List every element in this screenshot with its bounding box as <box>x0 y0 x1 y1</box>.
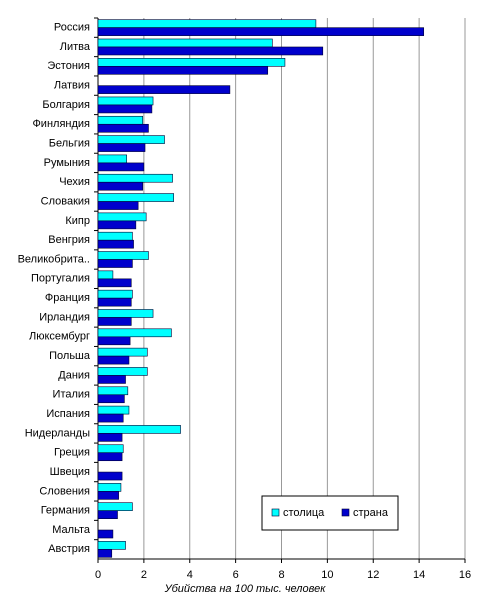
bar <box>97 212 147 222</box>
bar <box>97 259 133 268</box>
bar <box>97 433 123 442</box>
x-axis-label: Убийства на 100 тыс. человек <box>164 583 327 595</box>
bar <box>97 251 149 260</box>
x-tick-label: 8 <box>278 569 284 581</box>
y-tick-label: Мальта <box>52 524 91 536</box>
legend-label: страна <box>353 507 389 519</box>
bar <box>97 510 118 519</box>
legend: столица страна <box>261 495 399 531</box>
bar <box>97 529 114 539</box>
y-tick-label: Польша <box>49 350 91 362</box>
y-tick-label: Германия <box>41 505 90 517</box>
bar <box>97 104 153 114</box>
bar <box>97 270 114 280</box>
bar <box>97 328 172 338</box>
bar <box>97 181 144 191</box>
bar <box>97 135 165 144</box>
bar <box>97 123 149 133</box>
bar <box>97 220 137 230</box>
y-tick-label: Литва <box>60 41 91 53</box>
legend-box <box>261 495 399 531</box>
y-tick-label: Дания <box>58 369 90 381</box>
x-tick-label: 12 <box>367 569 379 581</box>
bar <box>97 239 134 249</box>
y-tick-label: Испания <box>46 408 90 420</box>
bar <box>97 201 139 210</box>
y-tick-label: Словения <box>39 485 90 497</box>
bar <box>97 413 124 423</box>
y-tick-label: Болгария <box>42 99 90 111</box>
bar <box>97 444 124 454</box>
bar <box>97 115 144 125</box>
bar <box>97 549 113 558</box>
y-tick-label: Словакия <box>41 195 90 207</box>
bar <box>97 162 145 172</box>
bar <box>97 394 125 404</box>
y-tick-label: Латвия <box>54 80 90 92</box>
y-tick-label: Греция <box>54 447 90 459</box>
bar <box>97 58 286 67</box>
y-tick-label: Румыния <box>44 157 90 169</box>
bar <box>97 386 129 396</box>
y-tick-label: Чехия <box>59 176 90 188</box>
x-tick-label: 6 <box>233 569 239 581</box>
bar <box>97 173 173 183</box>
y-tick-label: Венгрия <box>48 234 90 246</box>
bar <box>97 154 127 164</box>
bar <box>97 289 133 299</box>
y-tick-label: Люксембург <box>29 331 90 343</box>
y-tick-label: Россия <box>54 22 90 34</box>
y-tick-label: Ирландия <box>39 311 90 323</box>
x-tick-label: 0 <box>95 569 101 581</box>
y-tick-label: Кипр <box>65 215 90 227</box>
y-tick-label: Италия <box>53 389 91 401</box>
y-tick-label: Швеция <box>50 466 90 478</box>
bar <box>97 96 154 106</box>
bar <box>97 336 131 346</box>
bar <box>97 38 273 48</box>
bar <box>97 66 269 75</box>
bar <box>97 19 317 28</box>
legend-label: столица <box>283 507 325 519</box>
y-tick-label: Великобрита.. <box>18 253 90 265</box>
bar <box>97 27 425 36</box>
x-tick-label: 10 <box>321 569 333 581</box>
bar <box>97 347 148 357</box>
bar <box>97 452 123 462</box>
bar <box>97 193 174 202</box>
bar <box>97 541 126 550</box>
bar <box>97 367 148 376</box>
y-tick-label: Нидерланды <box>25 427 90 439</box>
bar <box>97 491 119 500</box>
y-tick-label: Бельгия <box>49 137 90 149</box>
bar <box>97 375 126 384</box>
bar <box>97 405 130 415</box>
x-tick-label: 16 <box>459 569 471 581</box>
bar <box>97 143 146 152</box>
legend-swatch <box>271 508 280 517</box>
bar <box>97 231 133 241</box>
legend-swatch <box>341 508 350 517</box>
x-tick-label: 2 <box>141 569 147 581</box>
y-tick-label: Австрия <box>48 543 90 555</box>
bar <box>97 85 231 94</box>
bar <box>97 317 132 326</box>
y-tick-label: Финляндия <box>32 118 90 130</box>
bar <box>97 355 130 365</box>
bar <box>97 502 133 511</box>
y-tick-label: Португалия <box>31 273 90 285</box>
bar <box>97 278 132 288</box>
bar <box>97 46 324 56</box>
y-tick-label: Эстония <box>47 60 90 72</box>
y-tick-label: Франция <box>45 292 90 304</box>
x-tick-label: 4 <box>187 569 193 581</box>
bar <box>97 483 122 492</box>
bar <box>97 309 154 318</box>
bar <box>97 471 123 481</box>
x-tick-label: 14 <box>413 569 425 581</box>
bar <box>97 297 132 307</box>
bar <box>97 425 181 434</box>
